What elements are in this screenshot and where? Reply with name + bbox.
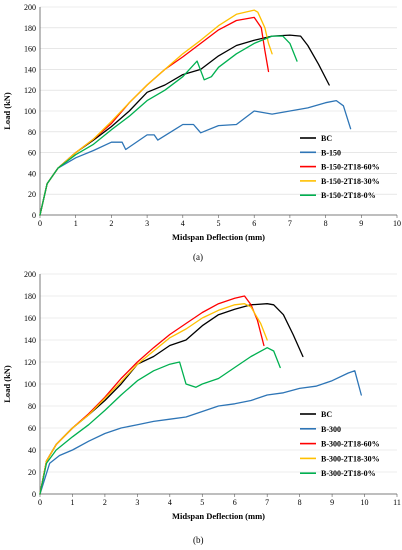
y-tick-label: 100: [24, 107, 36, 116]
series-line-b-300-2t18-60-: [39, 295, 265, 495]
y-tick-label: 80: [28, 128, 36, 137]
y-tick-label: 80: [28, 402, 36, 411]
legend-label: BC: [321, 410, 332, 419]
y-tick-label: 120: [24, 358, 36, 367]
y-tick-label: 120: [24, 86, 36, 95]
legend-label: B-150-2T18-60%: [321, 163, 380, 172]
x-tick-label: 6: [233, 498, 237, 507]
y-tick-label: 160: [24, 45, 36, 54]
x-tick-label: 8: [298, 498, 302, 507]
y-tick-label: 140: [24, 65, 36, 74]
y-tick-label: 100: [24, 380, 36, 389]
y-tick-label: 140: [24, 336, 36, 345]
y-tick-label: 0: [32, 211, 36, 220]
y-tick-label: 180: [24, 24, 36, 33]
legend-label: BC: [321, 134, 332, 143]
y-tick-label: 20: [28, 190, 36, 199]
y-tick-label: 180: [24, 292, 36, 301]
y-tick-label: 0: [32, 490, 36, 499]
series-line-b-150: [39, 99, 352, 216]
x-tick-label: 7: [288, 219, 292, 228]
legend-label: B-150: [321, 148, 341, 157]
x-axis-title: Midspan Deflection (mm): [172, 511, 265, 521]
series-line-b-300-2t18-0-: [39, 347, 281, 495]
caption-a: (a): [193, 252, 203, 262]
x-tick-label: 2: [109, 219, 113, 228]
x-tick-label: 2: [103, 498, 107, 507]
x-tick-label: 9: [330, 498, 334, 507]
chart-b: 0 20 40 60 80 100 120 140 160 180 200 0 1 2 3 4 5 6 7 8 9 10 1…: [2, 270, 401, 521]
y-axis-title: Load (kN): [2, 365, 12, 403]
x-tick-label: 3: [135, 498, 139, 507]
x-tick-label: 5: [217, 219, 221, 228]
y-tick-label: 200: [24, 3, 36, 12]
x-tick-label: 5: [200, 498, 204, 507]
y-tick-label: 40: [28, 169, 36, 178]
x-tick-label: 4: [168, 498, 172, 507]
chart-a: 0 20 40 60 80 100 120 140 160 180 200 0 1 2 3 4 5 6 7 8 9 10 M…: [2, 3, 401, 242]
x-tick-label: 10: [361, 498, 369, 507]
legend-label: B-300-2T18-30%: [321, 454, 380, 463]
series-line-b-150-2t18-30-: [39, 9, 273, 216]
x-tick-label: 8: [324, 219, 328, 228]
legend-label: B-300: [321, 425, 341, 434]
caption-b: (b): [193, 535, 204, 545]
x-tick-label: 4: [181, 219, 185, 228]
x-tick-label: 1: [70, 498, 74, 507]
legend-label: B-300-2T18-0%: [321, 469, 376, 478]
legend-label: B-150-2T18-0%: [321, 191, 376, 200]
y-tick-label: 60: [28, 424, 36, 433]
y-tick-label: 200: [24, 270, 36, 279]
legend-label: B-300-2T18-60%: [321, 440, 380, 449]
x-tick-label: 9: [359, 219, 363, 228]
y-tick-label: 60: [28, 149, 36, 158]
x-axis-title: Midspan Deflection (mm): [172, 232, 265, 242]
y-axis-title: Load (kN): [2, 92, 12, 130]
y-tick-label: 160: [24, 314, 36, 323]
x-tick-label: 1: [74, 219, 78, 228]
x-tick-label: 6: [252, 219, 256, 228]
x-tick-label: 10: [393, 219, 401, 228]
y-tick-label: 20: [28, 468, 36, 477]
legend-label: B-150-2T18-30%: [321, 177, 380, 186]
x-tick-label: 7: [265, 498, 269, 507]
x-tick-label: 0: [38, 498, 42, 507]
x-tick-label: 3: [145, 219, 149, 228]
x-tick-label: 0: [38, 219, 42, 228]
series-line-b-300: [39, 370, 362, 495]
series-line-b-150-2t18-0-: [39, 35, 298, 216]
series-line-b-300-2t18-30-: [39, 303, 268, 495]
y-tick-label: 40: [28, 446, 36, 455]
x-tick-label: 11: [393, 498, 401, 507]
